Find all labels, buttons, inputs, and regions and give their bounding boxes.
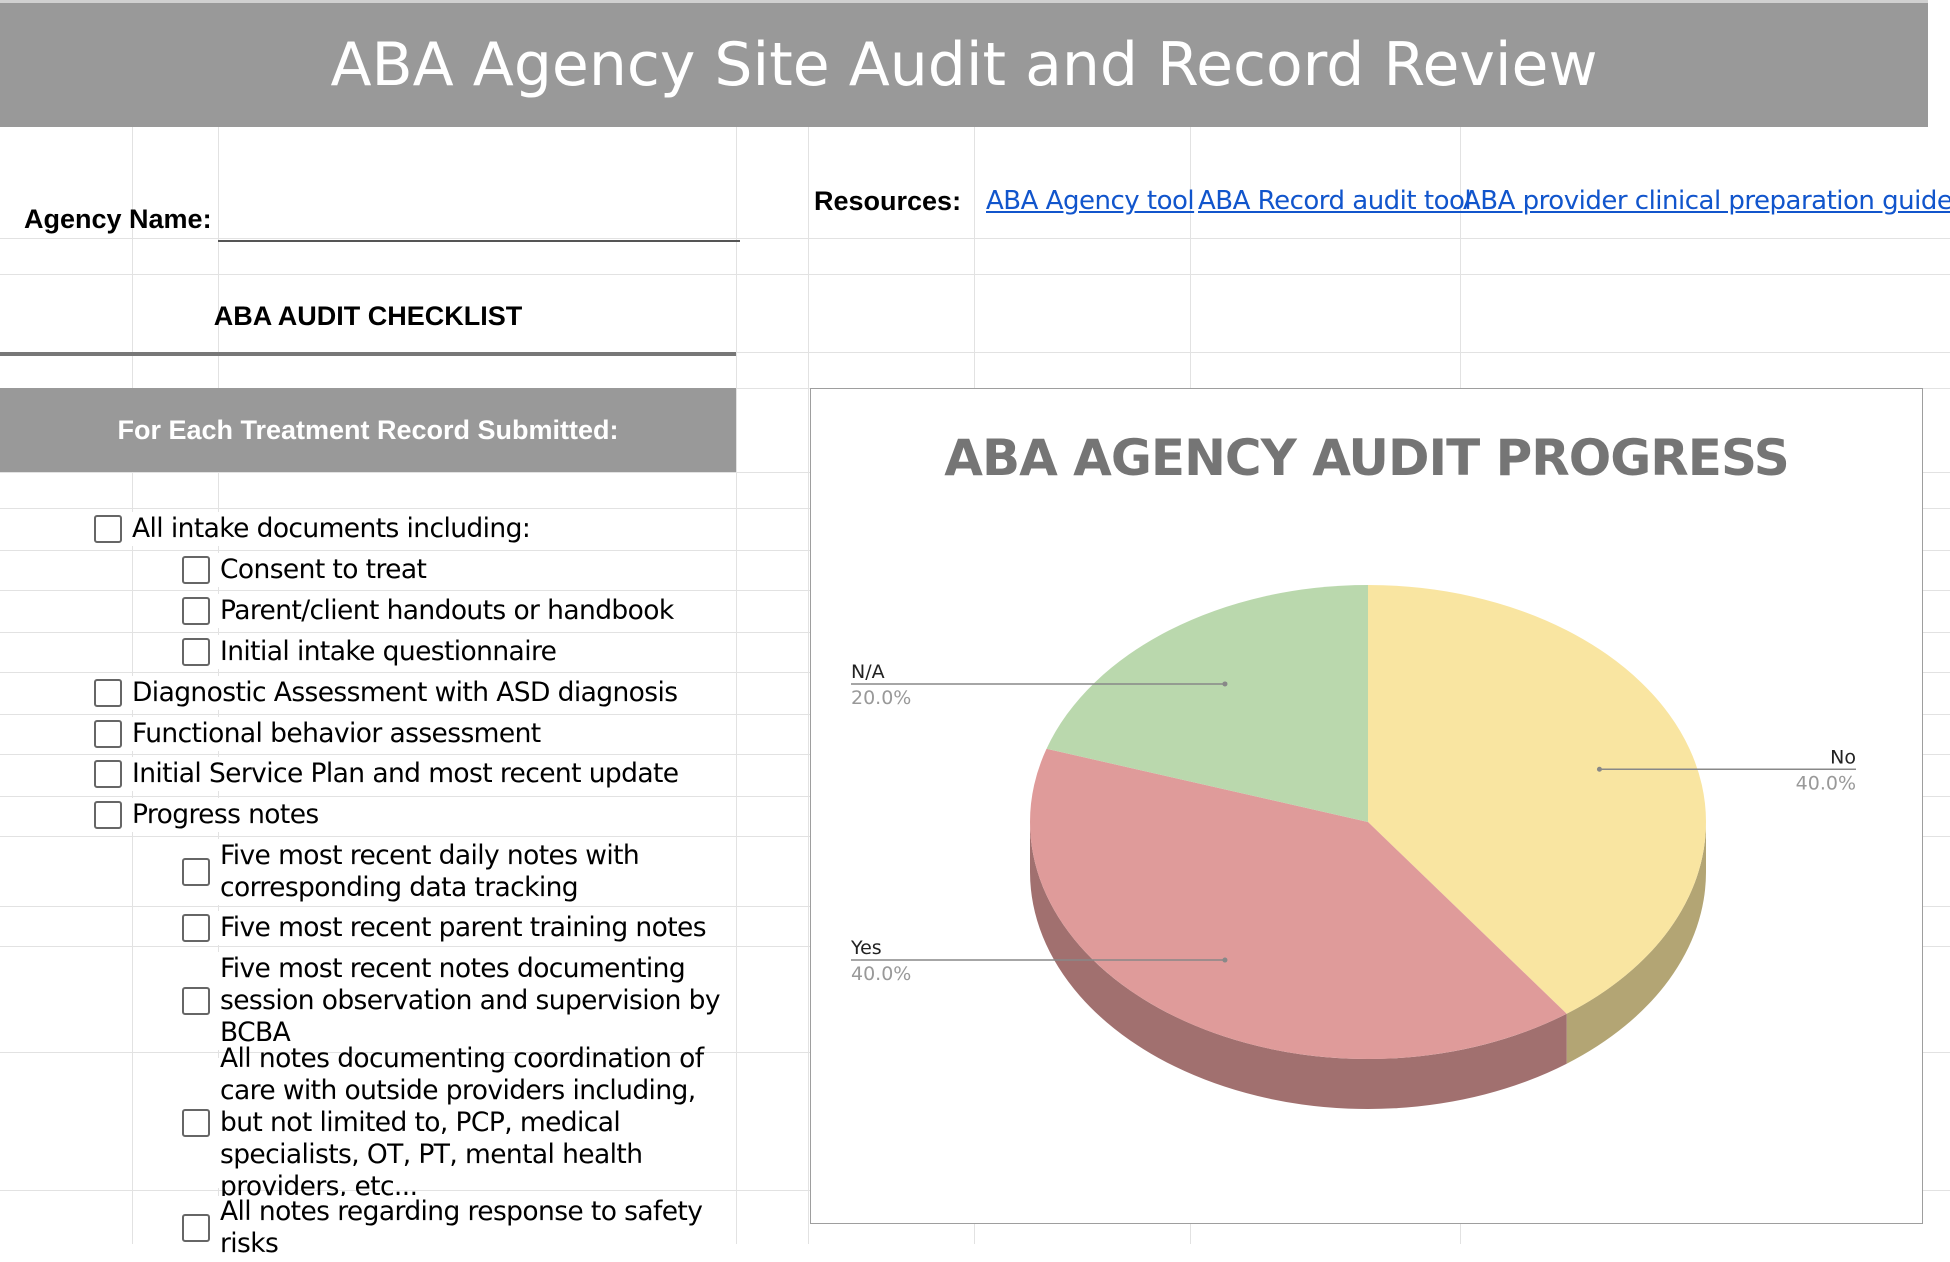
- aba-record-audit-tool-link[interactable]: ABA Record audit tool: [1198, 186, 1472, 216]
- checkbox[interactable]: [182, 987, 210, 1015]
- leader-dot: [1222, 957, 1228, 963]
- checklist-item[interactable]: Initial intake questionnaire: [182, 635, 734, 669]
- checklist-item-label: Functional behavior assessment: [132, 718, 541, 749]
- checklist-item-label: All intake documents including:: [132, 513, 531, 544]
- slice-percent-label: 20.0%: [851, 687, 911, 709]
- checklist-item[interactable]: Parent/client handouts or handbook: [182, 594, 734, 628]
- checklist-item-label: Progress notes: [132, 799, 319, 830]
- checkbox[interactable]: [182, 638, 210, 666]
- checkbox[interactable]: [94, 801, 122, 829]
- checklist-item[interactable]: Consent to treat: [182, 553, 734, 587]
- checkbox[interactable]: [182, 1109, 210, 1137]
- pie-slice-na[interactable]: [1046, 585, 1368, 822]
- checklist-item[interactable]: All notes documenting coordination of ca…: [182, 1043, 734, 1202]
- aba-provider-clinical-guide-link[interactable]: ABA provider clinical preparation guide: [1463, 186, 1950, 216]
- checklist-item-label: Five most recent parent training notes: [220, 912, 707, 943]
- checklist-item[interactable]: Progress notes: [94, 798, 734, 832]
- chart-title: ABA AGENCY AUDIT PROGRESS: [944, 429, 1789, 487]
- leader-dot: [1222, 681, 1228, 687]
- checklist-item[interactable]: Initial Service Plan and most recent upd…: [94, 757, 734, 791]
- agency-name-input[interactable]: [218, 168, 740, 242]
- checkbox[interactable]: [94, 679, 122, 707]
- checklist-item[interactable]: Five most recent notes documenting sessi…: [182, 952, 722, 1050]
- checkbox[interactable]: [94, 515, 122, 543]
- slice-percent-label: 40.0%: [1796, 772, 1856, 794]
- audit-progress-chart[interactable]: ABA AGENCY AUDIT PROGRESS No 40.0% Yes 40.0…: [810, 388, 1923, 1224]
- checkbox[interactable]: [94, 720, 122, 748]
- checklist-item-label: Five most recent daily notes with corres…: [220, 840, 640, 903]
- checkbox[interactable]: [182, 858, 210, 886]
- page-title: ABA Agency Site Audit and Record Review: [0, 0, 1928, 127]
- checklist-item[interactable]: All notes regarding response to safety r…: [182, 1196, 734, 1262]
- checklist-item-label: All notes documenting coordination of ca…: [220, 1043, 704, 1202]
- checklist-item-label: Five most recent notes documenting sessi…: [220, 953, 721, 1048]
- pie-slice-no[interactable]: [1368, 585, 1706, 1014]
- pie-slice-yes[interactable]: [1030, 748, 1567, 1059]
- checkbox[interactable]: [182, 1214, 210, 1242]
- slice-label: Yes: [850, 937, 882, 959]
- section-header: For Each Treatment Record Submitted:: [0, 388, 736, 472]
- pie-side-yes: [1030, 822, 1567, 1109]
- pie-chart-svg: No 40.0% Yes 40.0% N/A 20.0%: [850, 585, 1856, 1109]
- checklist-item-label: Diagnostic Assessment with ASD diagnosis: [132, 677, 678, 708]
- agency-name-label: Agency Name:: [24, 204, 212, 234]
- pie-side-no: [1566, 822, 1706, 1064]
- slice-label: No: [1830, 746, 1856, 768]
- checklist-item[interactable]: Diagnostic Assessment with ASD diagnosis: [94, 676, 734, 710]
- leader-dot: [1596, 766, 1602, 772]
- checkbox[interactable]: [182, 914, 210, 942]
- checkbox[interactable]: [182, 597, 210, 625]
- slice-label: N/A: [851, 661, 885, 683]
- checklist-item[interactable]: Five most recent parent training notes: [182, 911, 734, 945]
- slice-percent-label: 40.0%: [851, 963, 911, 985]
- checklist-item[interactable]: Five most recent daily notes with corres…: [182, 839, 722, 905]
- checklist-item-label: All notes regarding response to safety r…: [220, 1196, 703, 1259]
- checkbox[interactable]: [94, 760, 122, 788]
- checkbox[interactable]: [182, 556, 210, 584]
- resources-label: Resources:: [814, 186, 962, 216]
- checklist-item-label: Parent/client handouts or handbook: [220, 595, 674, 626]
- checklist-item-label: Consent to treat: [220, 554, 427, 585]
- checklist-item[interactable]: All intake documents including:: [94, 512, 734, 546]
- checklist-item-label: Initial intake questionnaire: [220, 636, 557, 667]
- checklist-heading: ABA AUDIT CHECKLIST: [0, 280, 736, 356]
- checklist-item[interactable]: Functional behavior assessment: [94, 717, 734, 751]
- checklist-item-label: Initial Service Plan and most recent upd…: [132, 758, 679, 789]
- aba-agency-tool-link[interactable]: ABA Agency tool: [986, 186, 1195, 216]
